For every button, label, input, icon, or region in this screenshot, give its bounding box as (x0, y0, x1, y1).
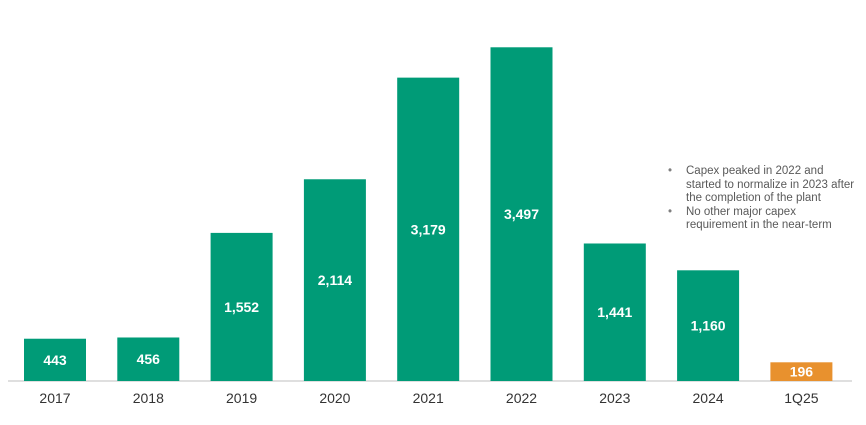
bar-1Q25 (770, 362, 833, 381)
bar-value-label: 1,160 (691, 318, 726, 334)
x-tick-label: 2022 (506, 390, 537, 406)
bar-2020 (303, 179, 366, 381)
x-tick-label: 2019 (226, 390, 257, 406)
x-tick-label: 2017 (39, 390, 70, 406)
bar-2019 (210, 232, 273, 381)
bar-value-label: 196 (790, 364, 814, 380)
bar-2024 (677, 270, 740, 381)
bar-value-label: 443 (43, 352, 67, 368)
bar-value-label: 1,552 (224, 299, 259, 315)
bar-2018 (117, 337, 180, 381)
annotation-list: Capex peaked in 2022 and started to norm… (668, 165, 858, 233)
x-tick-label: 2023 (599, 390, 630, 406)
annotation-item: Capex peaked in 2022 and started to norm… (668, 165, 858, 206)
bar-value-label: 3,179 (411, 221, 446, 237)
x-tick-label: 2018 (133, 390, 164, 406)
x-tick-label: 2024 (693, 390, 724, 406)
bar-2017 (24, 338, 86, 381)
bar-value-label: 3,497 (504, 206, 539, 222)
bar-value-label: 2,114 (318, 272, 352, 288)
x-tick-label: 1Q25 (784, 390, 818, 406)
x-tick-label: 2021 (413, 390, 444, 406)
annotation-item: No other major capex requirement in the … (668, 206, 858, 233)
bar-value-label: 1,441 (597, 304, 632, 320)
bar-2023 (583, 243, 646, 381)
x-tick-label: 2020 (319, 390, 350, 406)
bar-2022 (490, 47, 553, 381)
bar-2021 (397, 77, 460, 381)
bar-value-label: 456 (137, 351, 161, 367)
